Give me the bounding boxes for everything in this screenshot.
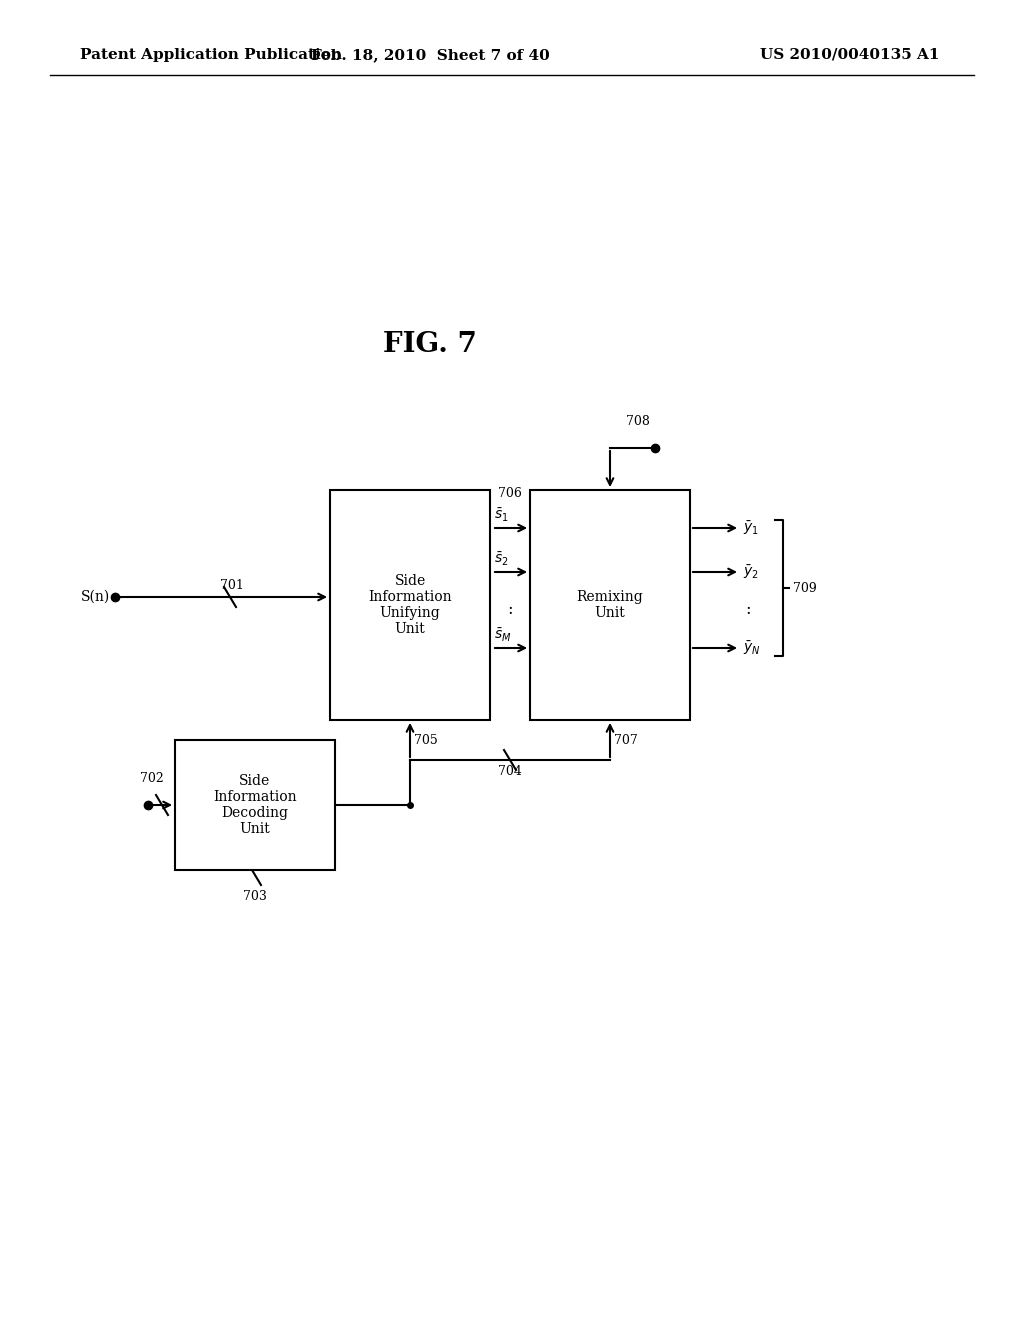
Text: 703: 703 [243, 890, 267, 903]
Text: 708: 708 [626, 414, 650, 428]
Text: $\bar{y}_1$: $\bar{y}_1$ [743, 519, 759, 537]
Text: $\bar{s}_2$: $\bar{s}_2$ [494, 550, 509, 568]
Text: Feb. 18, 2010  Sheet 7 of 40: Feb. 18, 2010 Sheet 7 of 40 [310, 48, 549, 62]
Text: :: : [507, 602, 513, 619]
Text: $\bar{y}_N$: $\bar{y}_N$ [743, 639, 761, 657]
Text: 702: 702 [140, 772, 164, 785]
Text: 707: 707 [614, 734, 638, 747]
Text: S(n): S(n) [81, 590, 110, 605]
Text: Remixing
Unit: Remixing Unit [577, 590, 643, 620]
Text: Side
Information
Decoding
Unit: Side Information Decoding Unit [213, 774, 297, 837]
Text: $\bar{s}_M$: $\bar{s}_M$ [494, 627, 512, 644]
Text: 701: 701 [220, 579, 244, 591]
Bar [530, 490, 690, 719]
Text: $\bar{y}_2$: $\bar{y}_2$ [743, 564, 759, 581]
Text: FIG. 7: FIG. 7 [383, 331, 477, 359]
Text: $\bar{s}_1$: $\bar{s}_1$ [494, 507, 509, 524]
Text: 706: 706 [498, 487, 522, 500]
Text: US 2010/0040135 A1: US 2010/0040135 A1 [761, 48, 940, 62]
Text: Side
Information
Unifying
Unit: Side Information Unifying Unit [369, 574, 452, 636]
Text: 709: 709 [793, 582, 817, 594]
Bar [175, 741, 335, 870]
Text: 704: 704 [498, 766, 522, 777]
Text: :: : [745, 602, 751, 619]
Bar [330, 490, 490, 719]
Text: Patent Application Publication: Patent Application Publication [80, 48, 342, 62]
Text: 705: 705 [414, 734, 437, 747]
